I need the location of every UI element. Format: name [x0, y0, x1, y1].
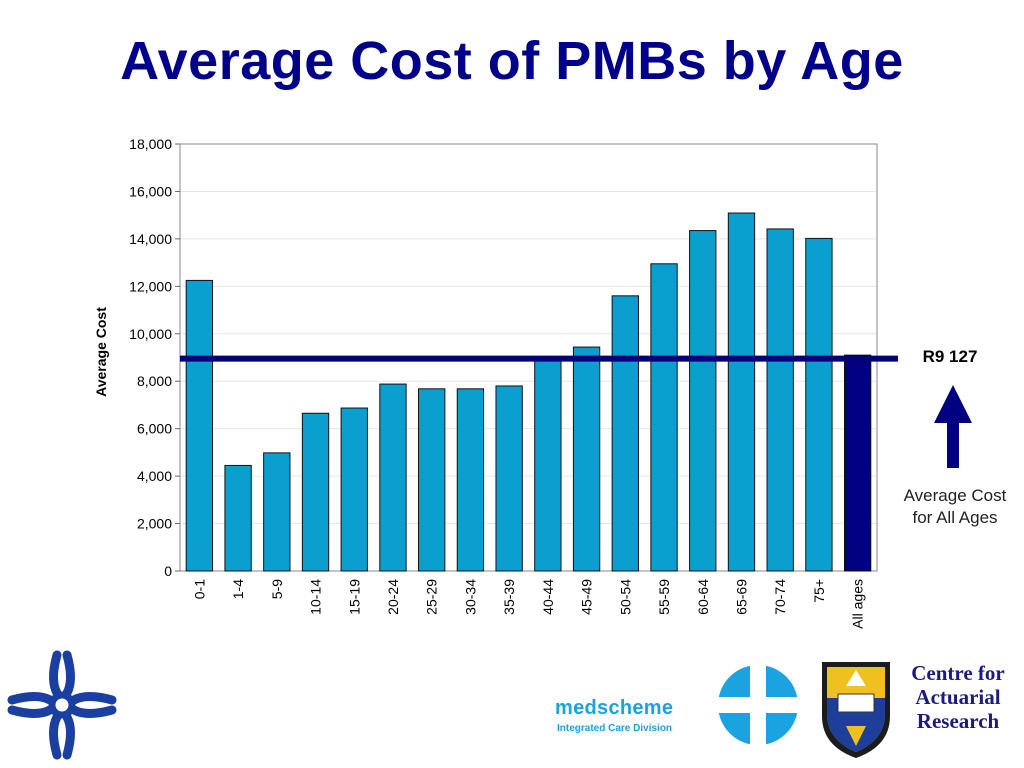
- x-tick-label: 5-9: [269, 579, 285, 599]
- x-tick-label: 10-14: [308, 579, 324, 615]
- x-tick-label: 50-54: [617, 579, 633, 615]
- medscheme-division-text: Integrated Care Division: [557, 723, 673, 734]
- x-tick-label: 65-69: [733, 579, 749, 615]
- bar-40-44: [534, 359, 562, 572]
- y-tick-label: 2,000: [137, 516, 172, 532]
- y-tick-label: 8,000: [137, 373, 172, 389]
- bar-25-29: [418, 388, 446, 572]
- x-tick-label: 20-24: [385, 579, 401, 615]
- bar-65-69: [727, 212, 756, 572]
- y-tick-label: 12,000: [129, 278, 172, 294]
- bar-0-1: [185, 279, 214, 572]
- bar-15-19: [340, 407, 368, 572]
- chart-bars: [185, 212, 872, 572]
- bar-35-39: [495, 385, 523, 572]
- up-arrow-icon: [934, 385, 972, 468]
- y-tick-label: 10,000: [129, 326, 172, 342]
- bar-50-54: [611, 295, 639, 572]
- car-logo-text: Centre for Actuarial Research: [911, 661, 1005, 733]
- slide-title: Average Cost of PMBs by Age: [120, 31, 904, 91]
- average-all-ages-value: R9 127: [922, 347, 978, 366]
- cross-logo-icon: [7, 650, 117, 760]
- medscheme-logo-text: medscheme: [555, 697, 674, 719]
- x-tick-label: 45-49: [579, 579, 595, 615]
- y-tick-label: 18,000: [129, 136, 172, 152]
- average-all-ages-note: Average Cost for All Ages: [903, 486, 1007, 527]
- x-tick-label: 70-74: [772, 579, 788, 615]
- bar-10-14: [301, 412, 330, 572]
- bar-45-49: [572, 346, 601, 572]
- x-tick-label: All ages: [850, 579, 866, 629]
- x-axis-labels: 0-1 1-4 5-9 10-14 15-19 20-24 25-29 30-34 35-39 4…: [191, 579, 865, 629]
- bar-30-34: [456, 388, 485, 572]
- bar-55-59: [650, 263, 678, 572]
- y-tick-label: 14,000: [129, 231, 172, 247]
- x-tick-label: 75+: [811, 579, 827, 603]
- bar-70-74: [766, 228, 794, 572]
- y-tick-label: 0: [164, 563, 172, 579]
- x-tick-label: 40-44: [540, 579, 556, 615]
- x-tick-label: 60-64: [695, 579, 711, 615]
- y-tick-label: 16,000: [129, 183, 172, 199]
- x-tick-label: 0-1: [191, 579, 207, 599]
- x-tick-label: 55-59: [656, 579, 672, 615]
- uct-crest-icon: [822, 662, 890, 758]
- y-tick-label: 6,000: [137, 421, 172, 437]
- bar-all-ages: [843, 354, 872, 572]
- bar-75-: [805, 237, 833, 572]
- medscheme-symbol-icon: [718, 665, 798, 745]
- x-tick-label: 15-19: [346, 579, 362, 615]
- y-axis-label: Average Cost: [93, 307, 109, 397]
- bar-20-24: [379, 383, 407, 572]
- y-axis-ticks: 0 2,000 4,000 6,000 8,000 10,000 12,000 14,000 1…: [129, 136, 180, 579]
- x-tick-label: 25-29: [424, 579, 440, 615]
- bar-1-4: [224, 464, 252, 572]
- x-tick-label: 30-34: [462, 579, 478, 615]
- x-tick-label: 1-4: [230, 579, 246, 599]
- y-tick-label: 4,000: [137, 468, 172, 484]
- bar-5-9: [263, 452, 291, 572]
- x-tick-label: 35-39: [501, 579, 517, 615]
- bar-60-64: [689, 230, 717, 572]
